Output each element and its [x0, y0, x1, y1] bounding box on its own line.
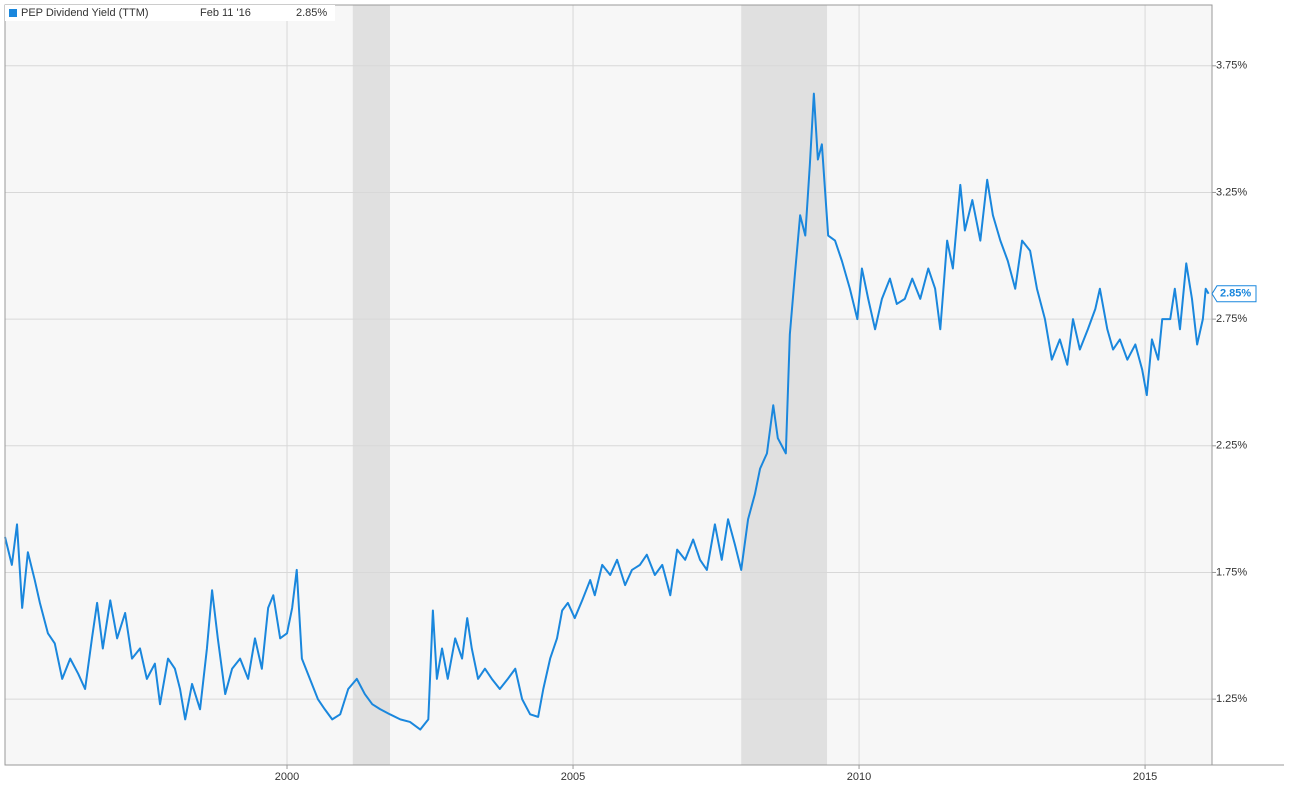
legend-date: Feb 11 '16: [200, 7, 251, 19]
y-tick-label: 2.75%: [1216, 313, 1247, 325]
value-flag-pointer: [1211, 285, 1257, 303]
y-tick-label: 3.75%: [1216, 60, 1247, 72]
legend-box: [5, 5, 335, 21]
y-tick-label: 2.25%: [1216, 440, 1247, 452]
legend-label: PEP Dividend Yield (TTM): [21, 7, 149, 19]
y-tick-label: 3.25%: [1216, 186, 1247, 198]
plot-border: [4, 4, 1213, 766]
x-tick-label: 2010: [847, 771, 871, 783]
legend-swatch: [9, 9, 17, 17]
value-flag-label: 2.85%: [1220, 288, 1251, 300]
legend-value: 2.85%: [296, 7, 327, 19]
plot-background: [5, 5, 1212, 765]
x-tick-label: 2000: [275, 771, 299, 783]
x-tick-label: 2015: [1133, 771, 1157, 783]
data-line: [4, 92, 1210, 731]
y-tick-label: 1.25%: [1216, 693, 1247, 705]
recession-band: [352, 5, 390, 765]
x-tick-label: 2005: [561, 771, 585, 783]
y-tick-label: 1.75%: [1216, 566, 1247, 578]
recession-band: [741, 5, 828, 765]
